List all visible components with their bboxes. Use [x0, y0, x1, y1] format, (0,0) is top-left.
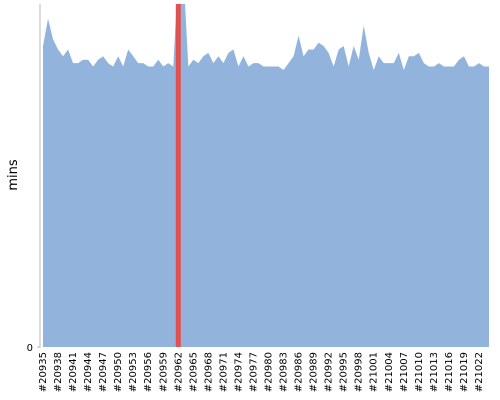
x-tick-label: #20956	[143, 352, 154, 392]
x-tick-label: #21022	[474, 352, 485, 392]
x-tick-label: #20935	[38, 352, 49, 392]
x-tick-label: #20959	[158, 352, 169, 392]
x-tick-label: #20965	[188, 352, 199, 392]
x-tick-label: #20950	[113, 352, 124, 392]
x-tick-label: #21007	[399, 352, 410, 392]
x-tick-label: #21004	[384, 352, 395, 392]
x-tick-label: #21013	[429, 352, 440, 392]
y-tick-label: 0	[27, 343, 33, 354]
x-tick-label: #20986	[294, 352, 305, 392]
x-tick-label: #20938	[53, 352, 64, 392]
x-tick-label: #20992	[324, 352, 335, 392]
x-tick-label: #20953	[128, 352, 139, 392]
x-tick-label: #20980	[264, 352, 275, 392]
x-tick-label: #21010	[414, 352, 425, 392]
x-tick-label: #20977	[248, 352, 259, 392]
x-tick-label: #20944	[83, 352, 94, 392]
x-tick-label: #20983	[279, 352, 290, 392]
area	[43, 4, 489, 347]
x-tick-label: #20968	[203, 352, 214, 392]
x-tick-label: #20971	[218, 352, 229, 392]
x-tick-label: #20941	[68, 352, 79, 392]
x-tick-label: #20974	[233, 352, 244, 392]
x-tick-label: #20995	[339, 352, 350, 392]
x-tick-label: #21001	[369, 352, 380, 392]
x-tick-label: #21019	[459, 352, 470, 392]
x-tick-label: #20998	[354, 352, 365, 392]
x-tick-label: #20989	[309, 352, 320, 392]
y-axis-label: mins	[6, 159, 21, 191]
x-tick-label: #20947	[98, 352, 109, 392]
plot-area	[43, 4, 489, 347]
x-tick-label: #20962	[173, 352, 184, 392]
x-tick-label: #21016	[444, 352, 455, 392]
